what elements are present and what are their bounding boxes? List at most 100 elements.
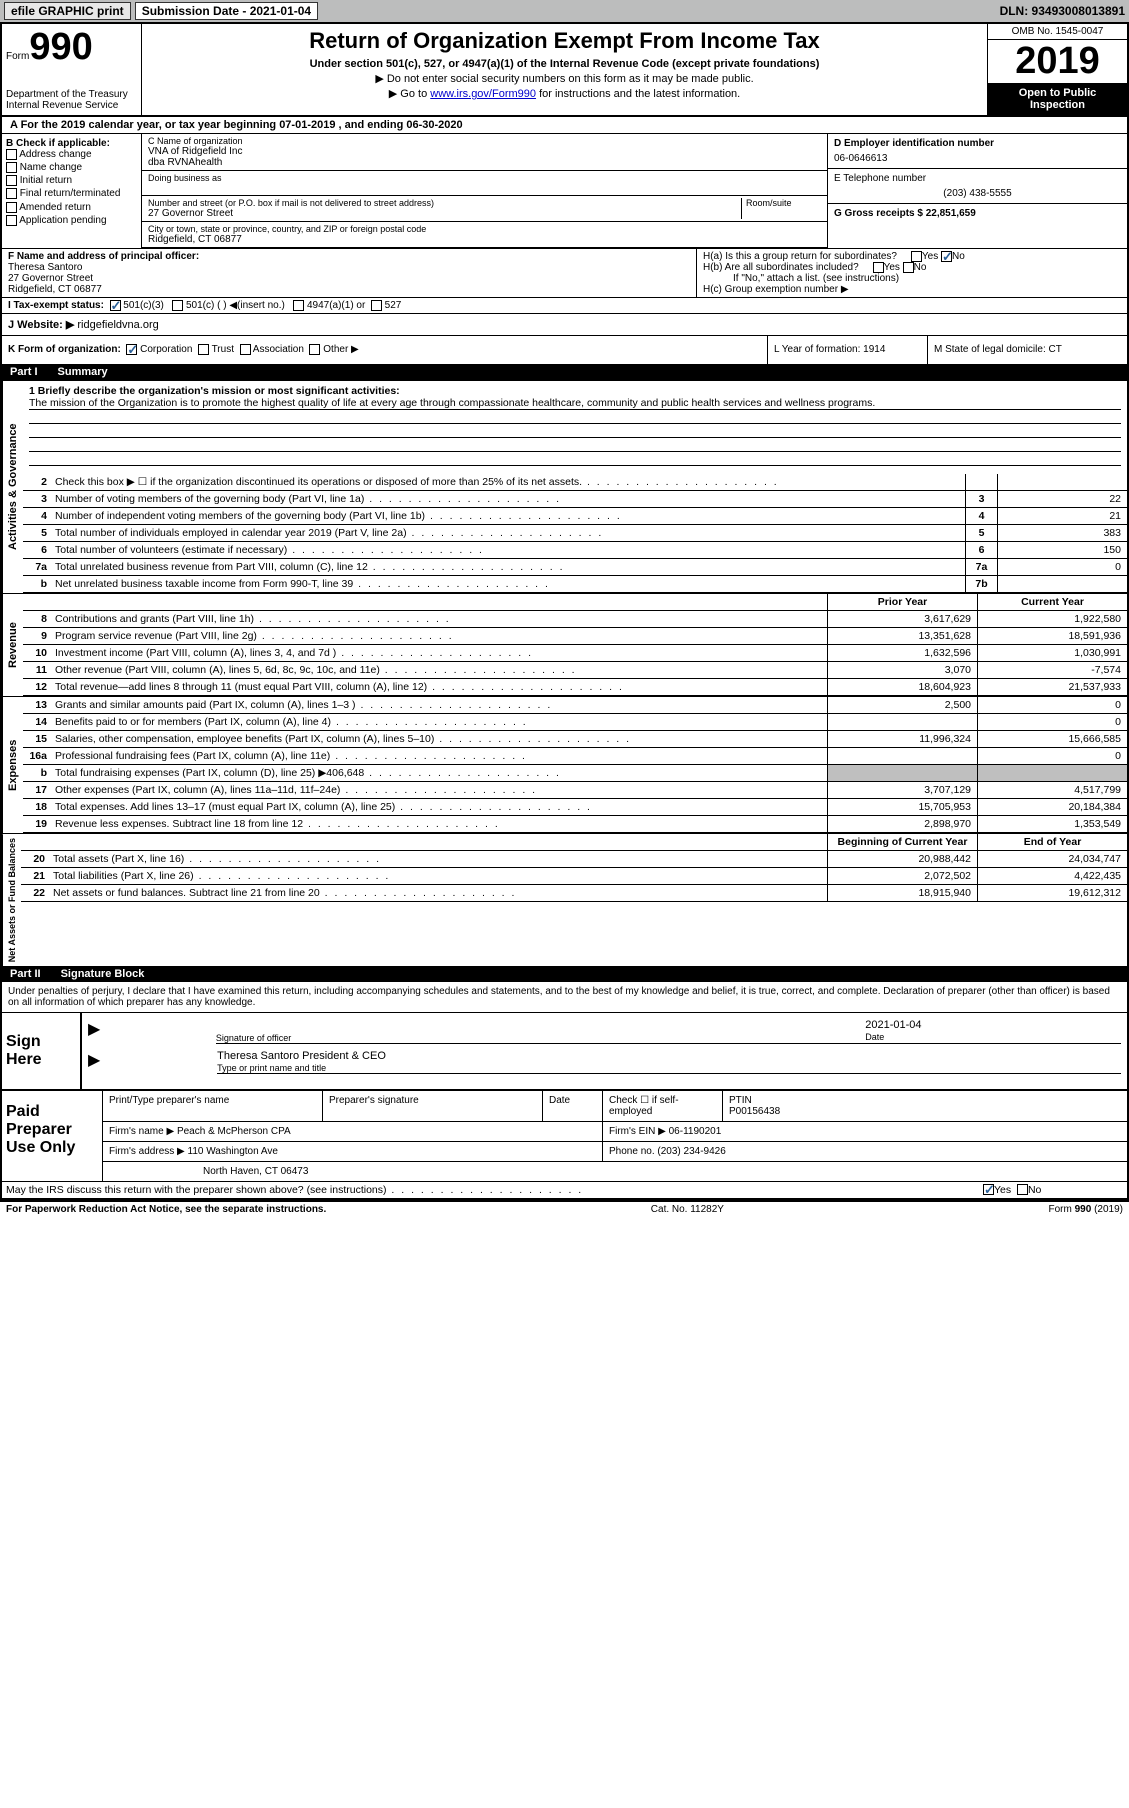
- room-lbl: Room/suite: [746, 198, 821, 208]
- box-k-l-m: K Form of organization: Corporation Trus…: [2, 335, 1127, 363]
- info2-pre: ▶ Go to: [389, 88, 430, 100]
- prep-date-lbl: Date: [543, 1091, 603, 1121]
- discuss-text: May the IRS discuss this return with the…: [2, 1182, 977, 1198]
- prep-line-1: Print/Type preparer's name Preparer's si…: [103, 1091, 1127, 1122]
- sig-date-lbl: Date: [865, 1032, 1121, 1042]
- efile-btn[interactable]: efile GRAPHIC print: [4, 2, 131, 20]
- line-19: 19Revenue less expenses. Subtract line 1…: [23, 816, 1127, 833]
- rev-header-row: Prior Year Current Year: [23, 594, 1127, 611]
- line-3: 3Number of voting members of the governi…: [23, 491, 1127, 508]
- cb-other[interactable]: [309, 344, 320, 355]
- gov-label: Activities & Governance: [2, 381, 23, 593]
- line-b: bNet unrelated business taxable income f…: [23, 576, 1127, 593]
- exp-content: 13Grants and similar amounts paid (Part …: [23, 697, 1127, 833]
- dba-lbl: Doing business as: [148, 173, 821, 183]
- bal-label: Net Assets or Fund Balances: [2, 834, 21, 966]
- footer-mid: Cat. No. 11282Y: [651, 1204, 724, 1215]
- line-5: 5Total number of individuals employed in…: [23, 525, 1127, 542]
- dba-cell: Doing business as: [142, 171, 827, 196]
- cb-address-change[interactable]: Address change: [6, 149, 137, 160]
- gov-content: 1 Briefly describe the organization's mi…: [23, 381, 1127, 593]
- tax-status: I Tax-exempt status: 501(c)(3) 501(c) ( …: [2, 298, 1127, 313]
- footer-right: Form 990 (2019): [1049, 1204, 1123, 1215]
- line-20: 20Total assets (Part X, line 16)20,988,4…: [21, 851, 1127, 868]
- i-lbl: I Tax-exempt status:: [8, 300, 104, 311]
- header-center: Return of Organization Exempt From Incom…: [142, 24, 987, 115]
- col-end-year: End of Year: [977, 834, 1127, 850]
- officer-row: F Name and address of principal officer:…: [2, 248, 1127, 297]
- line-9: 9Program service revenue (Part VIII, lin…: [23, 628, 1127, 645]
- rev-content: Prior Year Current Year 8Contributions a…: [23, 594, 1127, 696]
- mission-area: 1 Briefly describe the organization's mi…: [23, 381, 1127, 474]
- inspection-label: Open to Public Inspection: [988, 83, 1127, 115]
- cb-trust[interactable]: [198, 344, 209, 355]
- line-8: 8Contributions and grants (Part VIII, li…: [23, 611, 1127, 628]
- omb-number: OMB No. 1545-0047: [988, 24, 1127, 40]
- phone-val: (203) 438-5555: [834, 188, 1121, 199]
- cb-4947[interactable]: [293, 300, 304, 311]
- discuss-yn: Yes No: [977, 1182, 1127, 1198]
- firm-phone: Phone no. (203) 234-9426: [603, 1142, 1127, 1161]
- cb-final-return[interactable]: Final return/terminated: [6, 188, 137, 199]
- cb-initial-return[interactable]: Initial return: [6, 175, 137, 186]
- box-j: J Website: ▶ ridgefieldvna.org: [2, 313, 1127, 335]
- box-c: C Name of organization VNA of Ridgefield…: [142, 134, 827, 248]
- sign-here-content: ▶ Signature of officer 2021-01-04 Date ▶…: [82, 1013, 1127, 1089]
- dln: DLN: 93493008013891: [1000, 4, 1125, 18]
- firm-addr2: North Haven, CT 06473: [103, 1162, 1127, 1181]
- mission-lbl: 1 Briefly describe the organization's mi…: [29, 385, 1121, 397]
- officer-city: Ridgefield, CT 06877: [8, 284, 690, 295]
- bal-content: Beginning of Current Year End of Year 20…: [21, 834, 1127, 966]
- cb-assoc[interactable]: [240, 344, 251, 355]
- cb-501c[interactable]: [172, 300, 183, 311]
- mission-text: The mission of the Organization is to pr…: [29, 397, 1121, 410]
- line-12: 12Total revenue—add lines 8 through 11 (…: [23, 679, 1127, 696]
- form-info-1: ▶ Do not enter social security numbers o…: [146, 72, 983, 85]
- h-b: H(b) Are all subordinates included? Yes …: [703, 262, 1121, 273]
- sig-disclaimer: Under penalties of perjury, I declare th…: [2, 982, 1127, 1012]
- line-2: 2Check this box ▶ ☐ if the organization …: [23, 474, 1127, 491]
- h-a: H(a) Is this a group return for subordin…: [703, 251, 1121, 262]
- prep-name-lbl: Print/Type preparer's name: [103, 1091, 323, 1121]
- cb-527[interactable]: [371, 300, 382, 311]
- ein-lbl: D Employer identification number: [834, 138, 1121, 149]
- org-name-cell: C Name of organization VNA of Ridgefield…: [142, 134, 827, 171]
- k-lbl: K Form of organization:: [8, 345, 121, 356]
- topbar: efile GRAPHIC print Submission Date - 20…: [0, 0, 1129, 22]
- officer-lbl: F Name and address of principal officer:: [8, 251, 690, 262]
- irs-link[interactable]: www.irs.gov/Form990: [430, 88, 536, 100]
- line-21: 21Total liabilities (Part X, line 26)2,0…: [21, 868, 1127, 885]
- form-label: Form: [6, 51, 29, 62]
- sig-officer-lbl: Signature of officer: [216, 1033, 855, 1043]
- rev-label: Revenue: [2, 594, 23, 696]
- irs-label: Internal Revenue Service: [6, 100, 137, 111]
- line-22: 22Net assets or fund balances. Subtract …: [21, 885, 1127, 902]
- cb-name-change[interactable]: Name change: [6, 162, 137, 173]
- cb-corp[interactable]: [126, 344, 137, 355]
- box-h: H(a) Is this a group return for subordin…: [697, 249, 1127, 297]
- name-lbl: C Name of organization: [148, 136, 821, 146]
- cb-501c3[interactable]: [110, 300, 121, 311]
- city-cell: City or town, state or province, country…: [142, 222, 827, 248]
- box-m: M State of legal domicile: CT: [927, 336, 1127, 363]
- tax-year: 2019: [988, 40, 1127, 83]
- col-current-year: Current Year: [977, 594, 1127, 610]
- street-cell: Number and street (or P.O. box if mail i…: [142, 196, 827, 222]
- box-i: I Tax-exempt status: 501(c)(3) 501(c) ( …: [2, 297, 1127, 313]
- cb-app-pending[interactable]: Application pending: [6, 215, 137, 226]
- discuss-row: May the IRS discuss this return with the…: [2, 1181, 1127, 1199]
- cb-amended[interactable]: Amended return: [6, 202, 137, 213]
- period-row: A For the 2019 calendar year, or tax yea…: [2, 117, 1127, 134]
- gov-section: Activities & Governance 1 Briefly descri…: [2, 380, 1127, 593]
- form-number: 990: [29, 26, 92, 68]
- dept-treasury: Department of the Treasury: [6, 89, 137, 100]
- org-dba: dba RVNAhealth: [148, 157, 821, 168]
- line-6: 6Total number of volunteers (estimate if…: [23, 542, 1127, 559]
- website-lbl: J Website: ▶: [8, 319, 74, 331]
- preparer-label: Paid Preparer Use Only: [2, 1091, 102, 1181]
- line-13: 13Grants and similar amounts paid (Part …: [23, 697, 1127, 714]
- part1-title: Summary: [58, 366, 108, 378]
- rev-section: Revenue Prior Year Current Year 8Contrib…: [2, 593, 1127, 696]
- city-val: Ridgefield, CT 06877: [148, 234, 821, 245]
- officer-street: 27 Governor Street: [8, 273, 690, 284]
